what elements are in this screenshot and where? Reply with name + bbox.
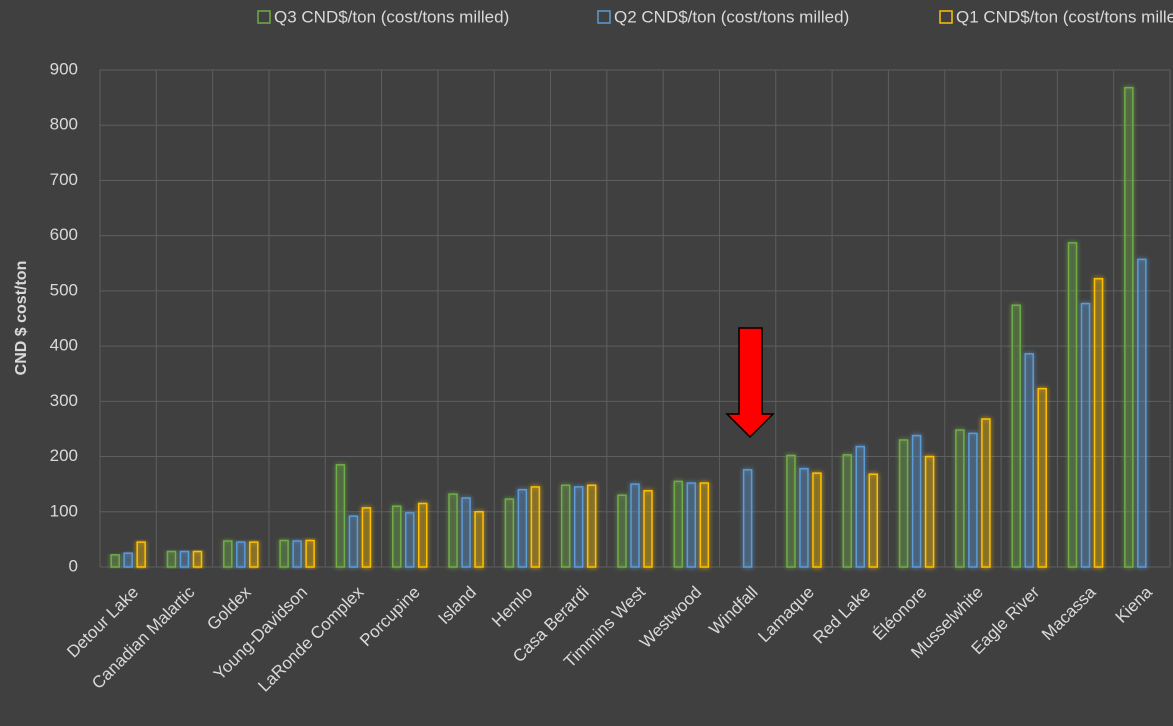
y-tick-label: 700 <box>50 170 78 189</box>
x-tick-label: Lamaque <box>754 583 818 647</box>
x-tick-label: Red Lake <box>809 583 874 648</box>
legend-swatch <box>939 10 953 24</box>
bar <box>292 540 302 568</box>
y-tick-label: 300 <box>50 391 78 410</box>
bar <box>842 454 853 568</box>
y-tick-label: 400 <box>50 336 78 355</box>
x-tick-label: Windfall <box>705 583 761 639</box>
bar <box>391 505 402 568</box>
y-tick-label: 600 <box>50 225 78 244</box>
bar <box>630 483 640 568</box>
bar <box>1137 258 1147 568</box>
bar <box>179 550 190 568</box>
arrow-annotation <box>725 327 775 439</box>
x-tick-label: Westwood <box>636 583 705 652</box>
bar <box>1067 242 1078 568</box>
legend-swatch <box>597 10 611 24</box>
legend-label: Q3 CND$/ton (cost/tons milled) <box>274 7 509 26</box>
bar <box>110 554 120 568</box>
y-tick-label: 0 <box>69 556 78 575</box>
bar <box>474 511 484 568</box>
bar <box>305 539 315 568</box>
bar <box>911 434 922 568</box>
bar <box>236 541 246 568</box>
bar <box>898 439 909 568</box>
legend-label: Q2 CND$/ton (cost/tons milled) <box>614 7 849 26</box>
bar <box>617 494 627 568</box>
legend-label: Q1 CND$/ton (cost/tons milled) <box>956 7 1173 26</box>
bar <box>560 484 571 568</box>
bar <box>361 507 372 568</box>
bar <box>673 480 684 568</box>
y-tick-label: 900 <box>50 59 78 78</box>
bar <box>1093 277 1104 568</box>
bar <box>123 552 133 568</box>
x-tick-label: Porcupine <box>356 583 424 651</box>
bar <box>279 539 289 568</box>
y-tick-label: 800 <box>50 115 78 134</box>
y-tick-label: 500 <box>50 280 78 299</box>
bar <box>517 488 528 568</box>
bar <box>586 484 597 568</box>
bar <box>504 498 515 568</box>
y-tick-label: 200 <box>50 446 78 465</box>
y-tick-label: 100 <box>50 501 78 520</box>
bar <box>573 486 584 568</box>
bar <box>981 418 991 568</box>
bar <box>249 541 259 568</box>
bar <box>223 540 233 568</box>
bar <box>955 429 965 568</box>
bar <box>348 515 359 568</box>
bar <box>530 486 541 568</box>
bar <box>855 445 866 568</box>
x-tick-label: LaRonde Complex <box>254 582 367 695</box>
bar <box>968 432 978 568</box>
bar <box>192 550 203 568</box>
x-tick-label: Kiena <box>1112 582 1157 627</box>
x-tick-label: Island <box>435 583 481 629</box>
x-tick-label: Hemlo <box>488 583 536 631</box>
bar <box>1080 302 1091 568</box>
bar <box>404 512 415 568</box>
bar <box>1037 387 1047 568</box>
bar <box>812 472 822 568</box>
bar <box>742 469 753 568</box>
legend-swatch <box>257 10 271 24</box>
bar <box>699 482 710 568</box>
x-tick-label: Canadian Malartic <box>88 582 199 693</box>
bar <box>448 493 458 568</box>
y-axis-label: CND $ cost/ton <box>13 261 30 376</box>
bar <box>868 473 879 568</box>
bar <box>1124 86 1134 568</box>
bar <box>1011 304 1021 568</box>
bar <box>417 502 428 568</box>
x-tick-label: Macassa <box>1038 582 1100 644</box>
bar <box>136 541 146 568</box>
bar <box>1024 353 1034 568</box>
x-tick-label: Goldex <box>203 582 255 634</box>
bar <box>799 467 809 568</box>
bar <box>335 464 346 568</box>
bar <box>461 497 471 568</box>
bar <box>924 455 935 568</box>
bar <box>166 550 177 568</box>
bar <box>786 454 796 568</box>
bar <box>643 490 653 568</box>
bar <box>686 482 697 568</box>
